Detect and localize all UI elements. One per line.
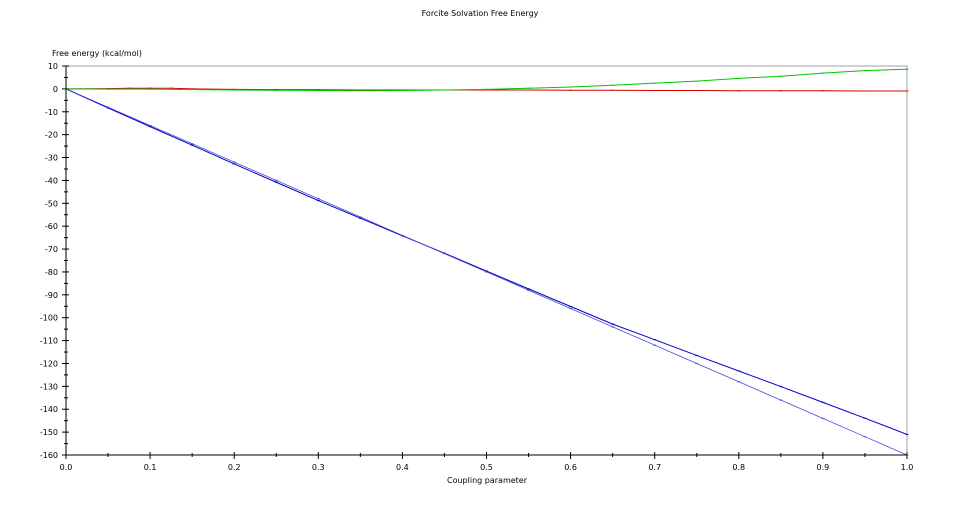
x-tick-label: 1.0 (901, 463, 914, 472)
y-tick-label: -140 (40, 405, 58, 414)
y-tick-label: -20 (45, 131, 58, 140)
y-tick-label: -50 (45, 199, 58, 208)
series-line-1 (65, 88, 908, 435)
y-tick-label: -120 (40, 359, 58, 368)
y-tick-label: -110 (40, 337, 58, 346)
y-tick-label: -60 (45, 222, 58, 231)
x-tick-label: 0.7 (648, 463, 661, 472)
plot-area-frame (65, 65, 908, 456)
y-tick-label: -70 (45, 245, 58, 254)
y-tick-label: -90 (45, 291, 58, 300)
x-tick-label: 0.8 (732, 463, 745, 472)
series-group (64, 68, 909, 456)
x-tick-label: 0.2 (228, 463, 241, 472)
y-axis-label: Free energy (kcal/mol) (52, 49, 142, 58)
y-tick-label: -150 (40, 428, 58, 437)
y-tick-label: 10 (48, 62, 58, 71)
y-tick-label: -10 (45, 108, 58, 117)
y-tick-label: -130 (40, 382, 58, 391)
x-tick-label: 0.6 (564, 463, 577, 472)
y-tick-label: -100 (40, 314, 58, 323)
x-tick-label: 0.9 (817, 463, 830, 472)
x-tick-label: 0.0 (60, 463, 73, 472)
chart-title: Forcite Solvation Free Energy (422, 9, 539, 18)
y-tick-label: -160 (40, 451, 58, 460)
y-tick-label: -80 (45, 268, 58, 277)
y-axis: 10 0 -10 -20 -30 -40 -50 -60 -70 -80 -90 -100 -110 -1… (40, 62, 69, 460)
y-tick-label: -30 (45, 154, 58, 163)
x-tick-label: 0.5 (480, 463, 493, 472)
x-tick-label: 0.4 (396, 463, 409, 472)
y-tick-label: -40 (45, 176, 58, 185)
y-tick-label: 0 (53, 85, 58, 94)
series-line-4 (65, 68, 908, 92)
x-tick-label: 0.3 (312, 463, 325, 472)
x-tick-label: 0.1 (144, 463, 157, 472)
x-axis-label: Coupling parameter (447, 476, 528, 485)
